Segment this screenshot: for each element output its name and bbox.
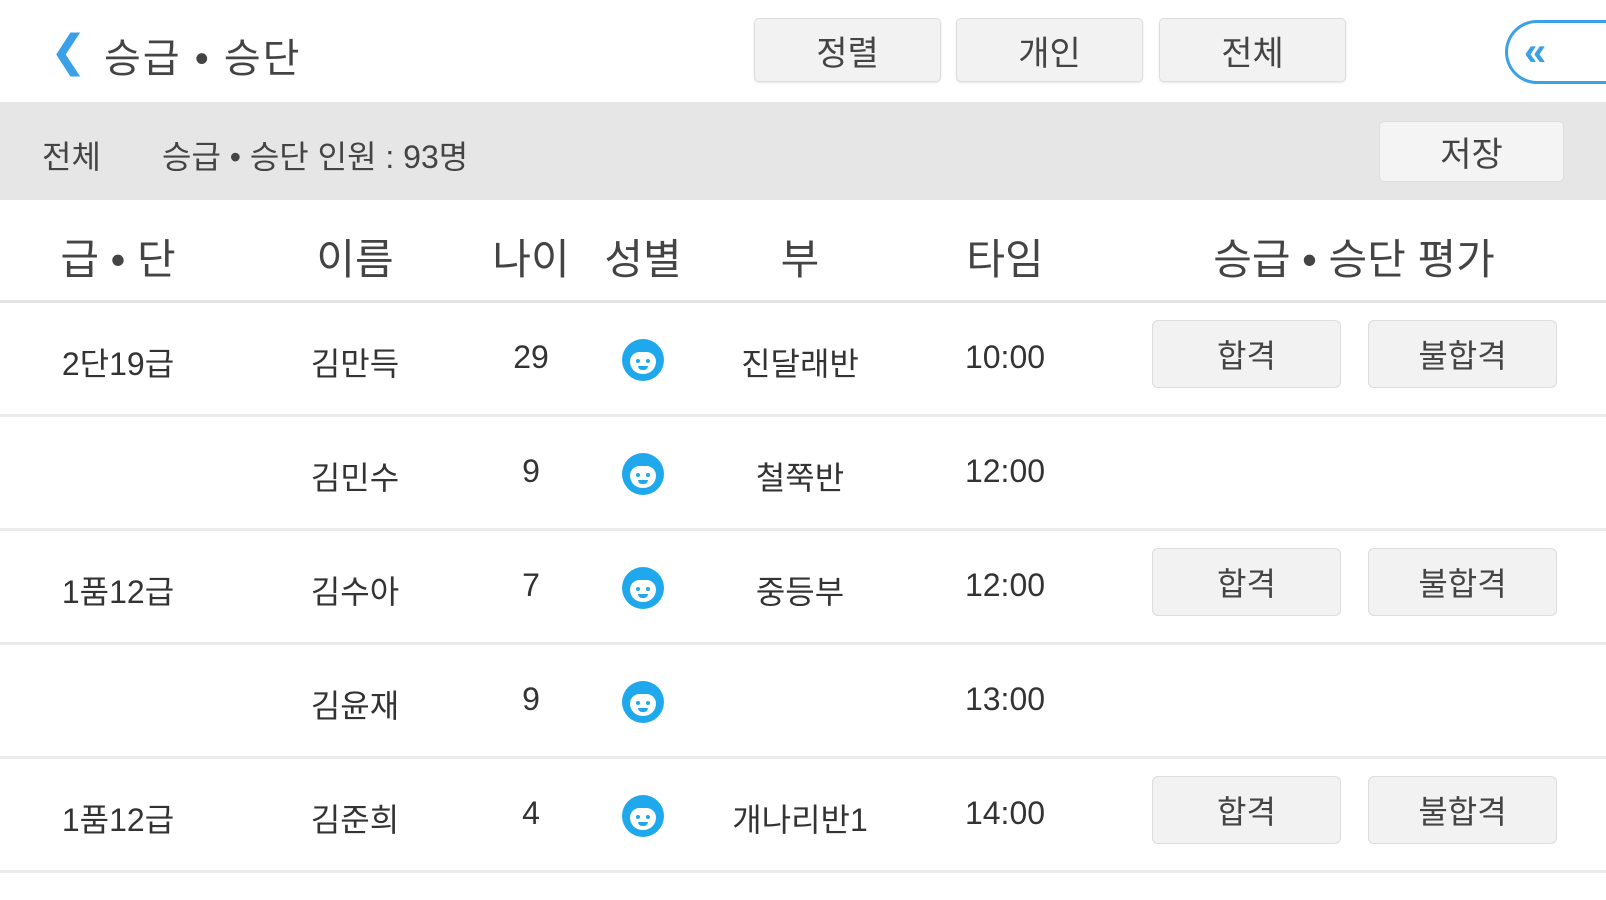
col-gender: 성별 — [604, 236, 682, 283]
boy-face-icon — [622, 681, 664, 723]
class-cell: 철쭉반 — [755, 460, 845, 496]
col-name: 이름 — [316, 236, 394, 283]
pass-button[interactable]: 합격 — [1152, 320, 1341, 388]
age-cell: 9 — [522, 453, 540, 489]
name-cell: 김수아 — [310, 574, 400, 610]
col-evaluation: 승급 • 승단 평가 — [1213, 236, 1495, 283]
page-title: 승급 • 승단 — [104, 37, 302, 81]
col-grade: 급 • 단 — [60, 236, 176, 283]
grade-cell: 1품12급 — [61, 574, 175, 610]
col-time: 타임 — [966, 236, 1044, 283]
grade-cell: 2단19급 — [61, 346, 175, 382]
time-cell: 12:00 — [964, 453, 1046, 489]
name-cell: 김만득 — [310, 346, 400, 382]
all-button[interactable]: 전체 — [1159, 18, 1346, 82]
sort-button[interactable]: 정렬 — [754, 18, 941, 82]
boy-face-icon — [622, 339, 664, 381]
collapse-panel-button[interactable]: « — [1505, 20, 1606, 84]
class-cell: 개나리반1 — [732, 802, 868, 838]
name-cell: 김윤재 — [310, 688, 400, 724]
table-row[interactable]: 2단19급 김만득 29 진달래반 10:00 합격 불합격 — [0, 303, 1606, 417]
boy-face-icon — [622, 795, 664, 837]
top-bar: ❮ 승급 • 승단 정렬 개인 전체 « — [0, 0, 1606, 102]
filter-label: 전체 — [42, 139, 101, 175]
class-cell: 진달래반 — [741, 346, 859, 382]
class-cell: 중등부 — [755, 574, 845, 610]
col-age: 나이 — [492, 236, 570, 283]
save-button[interactable]: 저장 — [1379, 121, 1564, 182]
pass-button[interactable]: 합격 — [1152, 548, 1341, 616]
summary-bar: 전체 승급 • 승단 인원 : 93명 저장 — [0, 102, 1606, 200]
table-row[interactable]: 김민수 9 철쭉반 12:00 — [0, 417, 1606, 531]
time-cell: 12:00 — [964, 567, 1046, 603]
time-cell: 14:00 — [964, 795, 1046, 831]
age-cell: 4 — [522, 795, 540, 831]
time-cell: 10:00 — [964, 339, 1046, 375]
name-cell: 김민수 — [310, 460, 400, 496]
grade-cell: 1품12급 — [61, 802, 175, 838]
boy-face-icon — [622, 567, 664, 609]
member-count: 승급 • 승단 인원 : 93명 — [162, 139, 469, 175]
fail-button[interactable]: 불합격 — [1368, 548, 1557, 616]
pass-button[interactable]: 합격 — [1152, 776, 1341, 844]
age-cell: 7 — [522, 567, 540, 603]
back-chevron-icon[interactable]: ❮ — [50, 27, 87, 76]
fail-button[interactable]: 불합격 — [1368, 320, 1557, 388]
fail-button[interactable]: 불합격 — [1368, 776, 1557, 844]
table-header: 급 • 단 이름 나이 성별 부 타임 승급 • 승단 평가 — [0, 200, 1606, 303]
individual-button[interactable]: 개인 — [956, 18, 1143, 82]
name-cell: 김준희 — [310, 802, 400, 838]
double-chevron-left-icon: « — [1524, 29, 1547, 74]
time-cell: 13:00 — [964, 681, 1046, 717]
age-cell: 9 — [522, 681, 540, 717]
table-row[interactable]: 1품12급 김준희 4 개나리반1 14:00 합격 불합격 — [0, 759, 1606, 873]
table-row[interactable]: 김윤재 9 13:00 — [0, 645, 1606, 759]
age-cell: 29 — [513, 339, 549, 375]
col-class: 부 — [780, 236, 820, 283]
table-row[interactable]: 1품12급 김수아 7 중등부 12:00 합격 불합격 — [0, 531, 1606, 645]
boy-face-icon — [622, 453, 664, 495]
